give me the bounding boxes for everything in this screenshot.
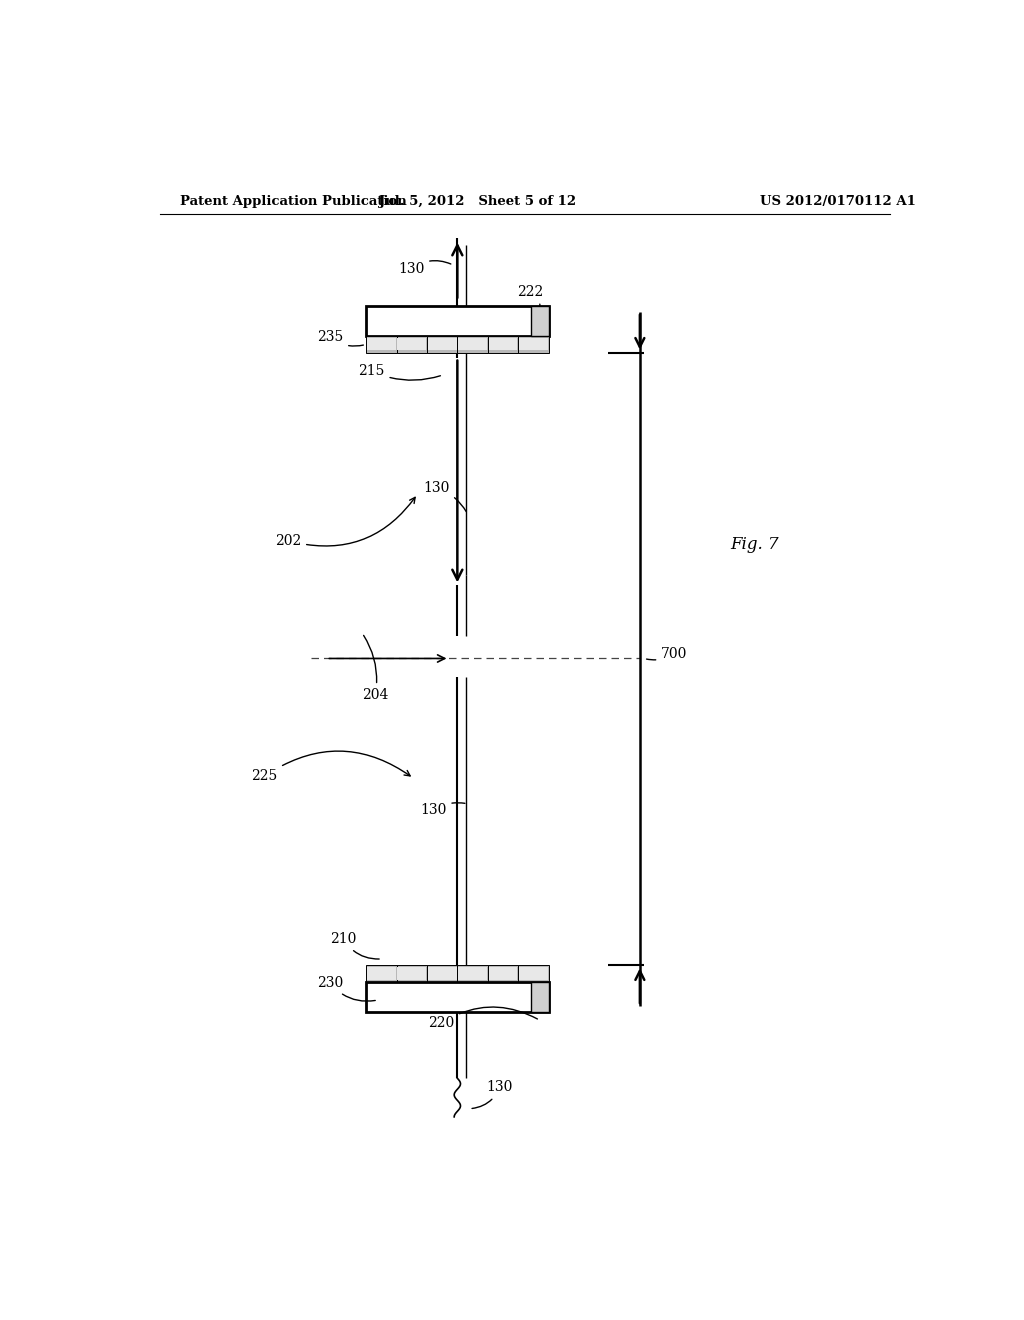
Text: 204: 204 [362, 635, 388, 702]
Bar [367, 337, 396, 352]
Bar [488, 968, 517, 979]
Text: 220: 220 [428, 1007, 538, 1031]
Bar [531, 982, 549, 1012]
Text: US 2012/0170112 A1: US 2012/0170112 A1 [761, 194, 916, 207]
Bar [367, 982, 549, 1012]
Bar [518, 337, 549, 352]
Text: 210: 210 [331, 932, 379, 960]
Text: Patent Application Publication: Patent Application Publication [179, 194, 407, 207]
Bar [427, 337, 458, 352]
Text: 230: 230 [316, 975, 375, 1001]
Bar [458, 965, 487, 982]
Bar [488, 338, 517, 351]
Bar [397, 338, 426, 351]
Bar [367, 968, 395, 979]
Bar [397, 968, 426, 979]
Bar [428, 338, 457, 351]
Bar [396, 337, 427, 352]
Bar [519, 968, 548, 979]
Text: 130: 130 [397, 260, 451, 276]
Text: 222: 222 [517, 285, 543, 306]
Text: 130: 130 [472, 1081, 513, 1109]
Bar [427, 965, 458, 982]
Bar [367, 306, 549, 337]
Bar [458, 968, 487, 979]
Bar [458, 337, 487, 352]
Text: 215: 215 [358, 364, 440, 380]
Bar [367, 965, 396, 982]
Bar [367, 338, 395, 351]
Bar [531, 306, 549, 337]
Text: Fig. 7: Fig. 7 [731, 536, 779, 553]
Text: Jul. 5, 2012   Sheet 5 of 12: Jul. 5, 2012 Sheet 5 of 12 [379, 194, 575, 207]
Text: 202: 202 [274, 498, 415, 548]
Bar [396, 965, 427, 982]
Bar [519, 338, 548, 351]
Bar [428, 968, 457, 979]
Bar [518, 965, 549, 982]
Text: 235: 235 [316, 330, 364, 346]
Bar [458, 338, 487, 351]
Text: 130: 130 [420, 803, 465, 817]
Bar [487, 337, 518, 352]
Text: 225: 225 [251, 751, 411, 784]
Text: 700: 700 [646, 648, 688, 661]
Bar [487, 965, 518, 982]
Text: 130: 130 [423, 480, 466, 512]
